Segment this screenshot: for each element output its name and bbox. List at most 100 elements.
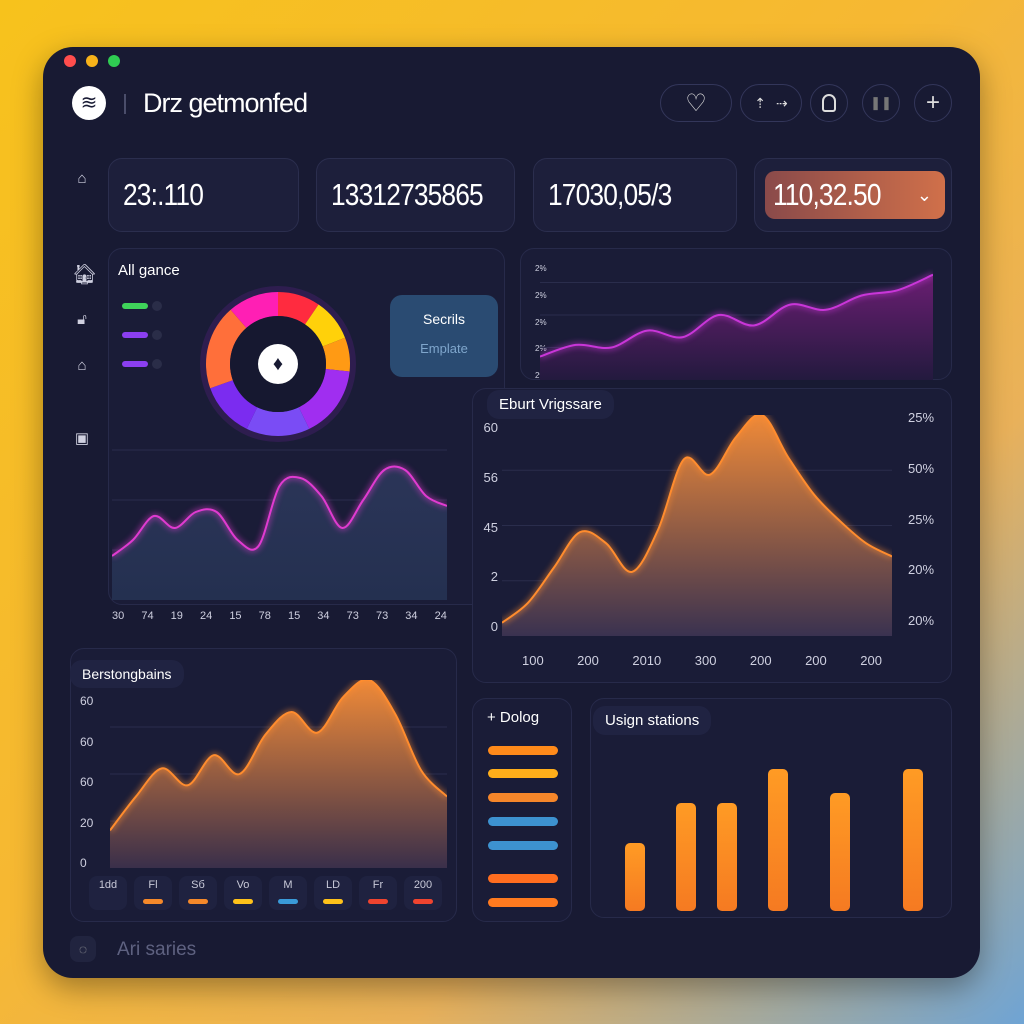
category-tab[interactable]: Sб bbox=[179, 876, 217, 910]
dolog-bar[interactable] bbox=[488, 898, 558, 907]
bag-icon[interactable]: ▣ bbox=[74, 430, 90, 447]
axis-tick-label: 25% bbox=[908, 410, 935, 425]
category-tab[interactable]: M bbox=[269, 876, 307, 910]
secrils-subtitle: Emplate bbox=[420, 341, 468, 356]
secrils-title: Secrils bbox=[422, 311, 465, 327]
legend-item[interactable] bbox=[122, 303, 148, 309]
axis-tick-label: 24 bbox=[199, 610, 213, 622]
stat-value: 17030,05/3 bbox=[548, 177, 672, 212]
category-tab[interactable]: 200 bbox=[404, 876, 442, 910]
dolog-bar[interactable] bbox=[488, 793, 558, 802]
dolog-bar[interactable] bbox=[488, 817, 558, 826]
axis-tick-label: 19 bbox=[170, 610, 183, 622]
user-button[interactable] bbox=[810, 84, 848, 122]
donut-segment[interactable] bbox=[322, 337, 350, 372]
dolog-bar[interactable] bbox=[488, 769, 558, 778]
drop-icon[interactable]: ◌ bbox=[70, 936, 96, 962]
dolog-bar[interactable] bbox=[488, 746, 558, 755]
axis-tick-label: 2010 bbox=[632, 653, 662, 668]
user-icon bbox=[822, 94, 836, 112]
area-fill bbox=[110, 680, 447, 868]
axis-tick-label: 2% bbox=[535, 264, 547, 273]
category-tab[interactable]: LD bbox=[314, 876, 352, 910]
stat-card-1: 23:.110 bbox=[108, 158, 299, 232]
house-f-icon[interactable]: ⌂ bbox=[77, 357, 87, 374]
axis-tick-label: 34 bbox=[405, 610, 418, 622]
axis-tick-label: 0 bbox=[490, 619, 498, 634]
dolog-title[interactable]: + Dolog bbox=[487, 709, 540, 726]
axis-tick-label: 2 bbox=[490, 569, 498, 585]
axis-tick-label: 20 bbox=[80, 815, 94, 830]
favorite-button[interactable]: ♡ bbox=[660, 84, 732, 122]
legend-item[interactable] bbox=[122, 332, 148, 338]
donut-segment[interactable] bbox=[206, 309, 247, 389]
glance-x-axis: 30 74 19 24 15 78 15 34 73 73 34 24 bbox=[112, 610, 447, 622]
dolog-bar[interactable] bbox=[488, 874, 558, 883]
category-label: Fr bbox=[372, 879, 384, 891]
stat-card-3: 17030,05/3 bbox=[533, 158, 737, 232]
usign-bar[interactable] bbox=[717, 803, 737, 911]
home-icon[interactable]: 🏠︎ bbox=[72, 264, 98, 286]
donut-segment[interactable] bbox=[298, 369, 350, 429]
minimize-window-button[interactable] bbox=[86, 55, 98, 67]
donut-segment[interactable] bbox=[210, 380, 258, 429]
chevron-down-icon: ⌄ bbox=[916, 184, 932, 205]
axis-tick-label: 73 bbox=[346, 610, 359, 622]
close-window-button[interactable] bbox=[64, 55, 76, 67]
usign-title: Usign stations bbox=[593, 706, 712, 735]
axis-tick-label: 73 bbox=[375, 610, 389, 622]
axis-tick-label: 60 bbox=[80, 694, 94, 708]
bottom-y-axis: 60 60 60 20 0 bbox=[80, 694, 93, 870]
axis-tick-label: 56 bbox=[483, 469, 498, 485]
donut-segment[interactable] bbox=[246, 407, 310, 436]
category-tab[interactable]: 1dd bbox=[89, 876, 127, 910]
donut-segment[interactable] bbox=[278, 292, 319, 325]
area-fill bbox=[540, 274, 933, 380]
dolog-bar[interactable] bbox=[488, 841, 558, 850]
glance-title: All gance bbox=[118, 262, 180, 279]
usign-bar[interactable] bbox=[625, 843, 645, 911]
dolog-panel bbox=[472, 698, 572, 922]
usign-bar[interactable] bbox=[903, 769, 923, 911]
secrils-card[interactable]: Secrils Emplate bbox=[390, 295, 498, 377]
usign-bar[interactable] bbox=[676, 803, 696, 911]
category-tab[interactable]: Vo bbox=[224, 876, 262, 910]
maximize-window-button[interactable] bbox=[108, 55, 120, 67]
axis-tick-label: 24 bbox=[434, 610, 447, 622]
axis-tick-label: 200 bbox=[749, 653, 772, 668]
area-fill bbox=[112, 466, 447, 600]
usign-bar[interactable] bbox=[768, 769, 788, 911]
category-label: Vo bbox=[236, 879, 250, 891]
main-area-chart bbox=[502, 415, 892, 636]
axis-tick-label: 74 bbox=[141, 610, 154, 622]
axis-tick-label: 78 bbox=[258, 610, 271, 622]
category-tab[interactable]: Fl bbox=[134, 876, 172, 910]
axis-tick-label: 300 bbox=[694, 653, 717, 668]
upload-icon: ⇡ bbox=[754, 94, 766, 111]
legend-item[interactable] bbox=[122, 361, 148, 367]
axis-tick-label: 20% bbox=[908, 562, 935, 578]
usign-bar[interactable] bbox=[830, 793, 850, 911]
stat-dropdown[interactable]: 110,32.50 ⌄ bbox=[765, 171, 945, 219]
category-color-swatch bbox=[143, 899, 163, 904]
lock-icon[interactable]: 🔓︎ bbox=[77, 311, 87, 328]
donut-segment[interactable] bbox=[230, 292, 278, 328]
pause-button[interactable]: ❚❚ bbox=[862, 84, 900, 122]
axis-tick-label: 15 bbox=[287, 610, 301, 622]
category-label: M bbox=[283, 879, 293, 891]
axis-tick-label: 200 bbox=[805, 653, 827, 668]
axis-tick-label: 50% bbox=[908, 460, 935, 476]
add-button[interactable]: + bbox=[914, 84, 952, 122]
axis-tick-label: 200 bbox=[577, 653, 599, 668]
category-label: Fl bbox=[148, 879, 158, 891]
home-outline-icon[interactable]: ⌂ bbox=[77, 170, 87, 187]
stat-card-4: 110,32.50 ⌄ bbox=[754, 158, 952, 232]
category-color-swatch bbox=[323, 899, 343, 904]
donut-segment[interactable] bbox=[305, 304, 346, 347]
share-button[interactable]: ⇡ ⇢ bbox=[740, 84, 802, 122]
axis-tick-label: 34 bbox=[317, 610, 330, 622]
legend-dot bbox=[152, 330, 162, 340]
category-tab[interactable]: Fr bbox=[359, 876, 397, 910]
axis-tick-label: 60 bbox=[80, 775, 94, 789]
stat-value: 13312735865 bbox=[331, 177, 484, 212]
